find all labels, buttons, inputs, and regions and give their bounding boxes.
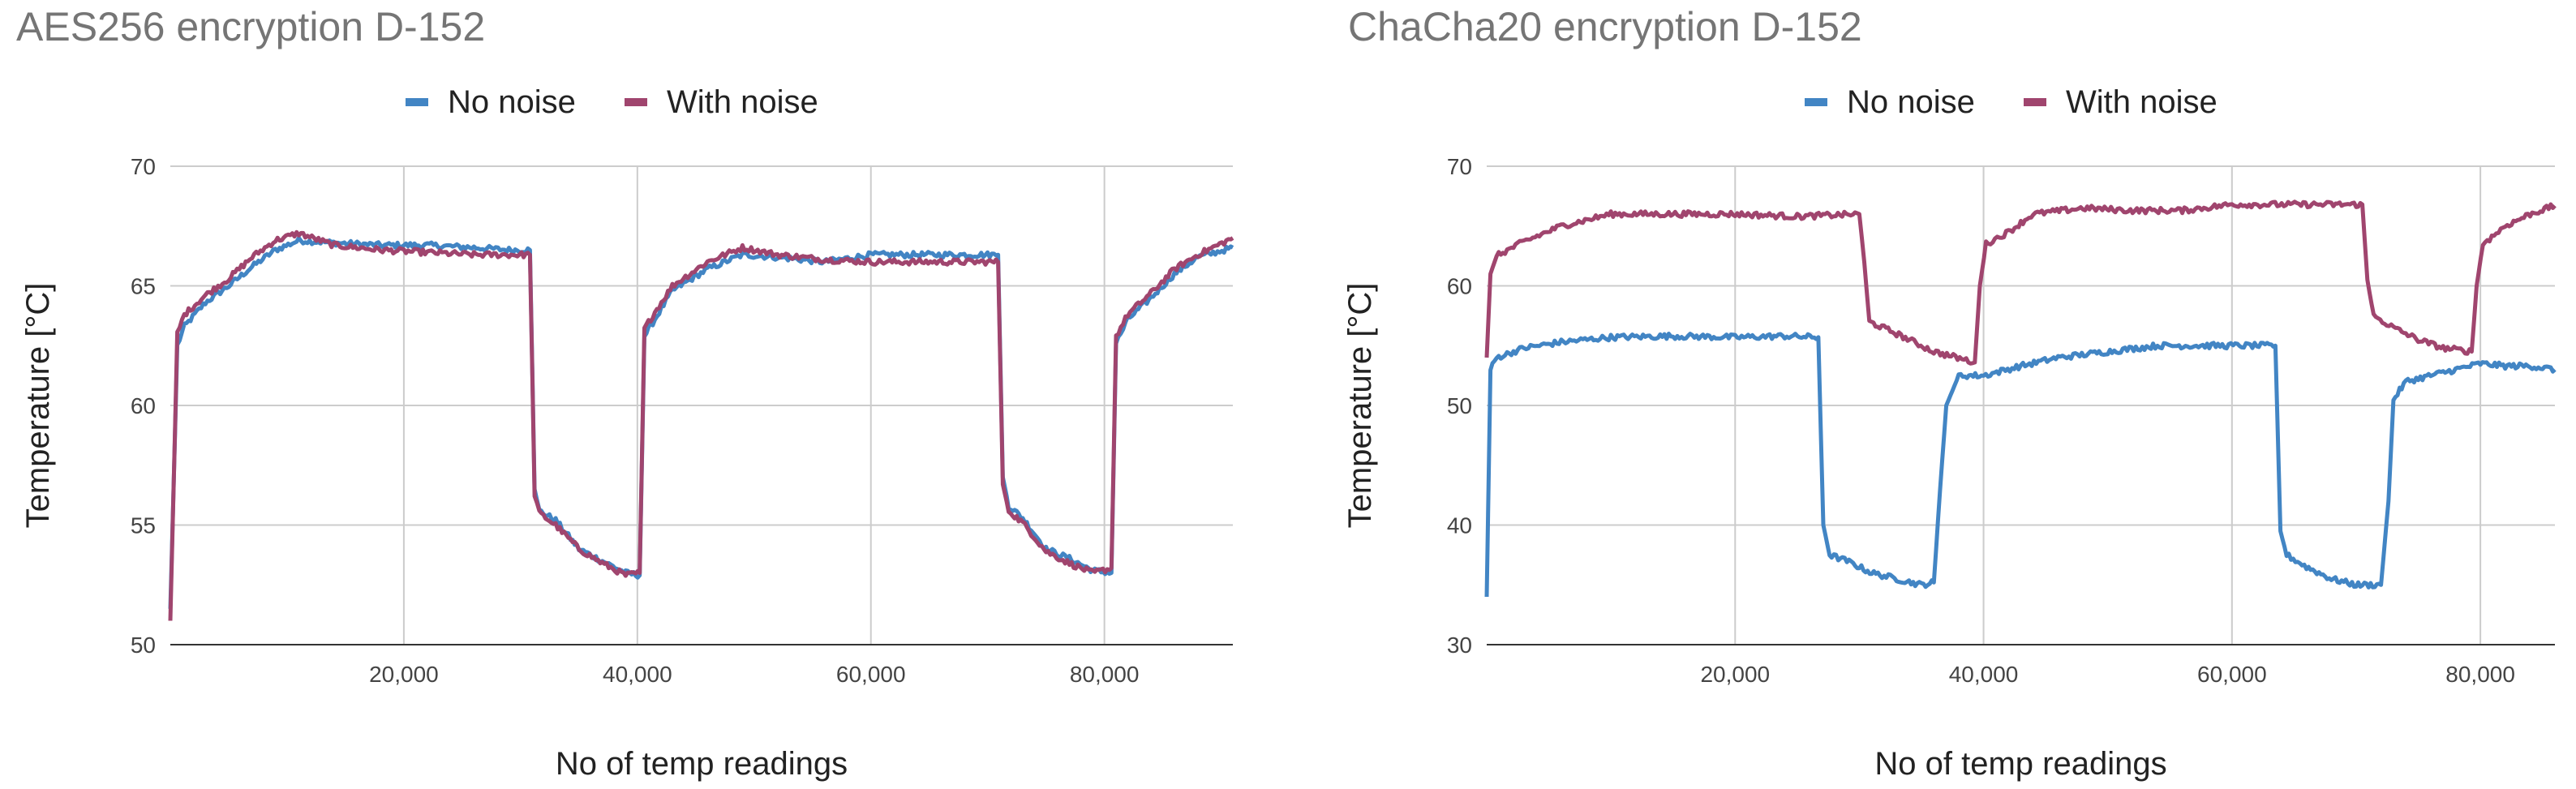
chacha20-chart: ChaCha20 encryption D-152 No noise With no… bbox=[1342, 4, 2557, 782]
x-tick-label: 20,000 bbox=[1700, 662, 1770, 687]
chart-title: ChaCha20 encryption D-152 bbox=[1348, 4, 1862, 49]
legend-label: No noise bbox=[448, 84, 576, 120]
y-tick-label: 55 bbox=[131, 513, 156, 538]
y-tick-label: 30 bbox=[1447, 632, 1472, 658]
y-axis-title: Temperature [°C] bbox=[1342, 283, 1378, 529]
chart-title: AES256 encryption D-152 bbox=[16, 4, 485, 49]
y-tick-label: 60 bbox=[1447, 274, 1472, 299]
x-tick-label: 60,000 bbox=[836, 662, 906, 687]
legend: No noise With noise bbox=[1805, 84, 2218, 120]
series-line-with-noise bbox=[1484, 199, 2557, 366]
series-line-with-noise bbox=[168, 229, 1234, 621]
x-axis-title: No of temp readings bbox=[1874, 746, 2166, 782]
legend-label: With noise bbox=[667, 84, 818, 120]
y-tick-label: 60 bbox=[131, 393, 156, 418]
aes256-chart: AES256 encryption D-152 No noise With nois… bbox=[16, 4, 1234, 782]
x-axis-title: No of temp readings bbox=[556, 746, 848, 782]
y-tick-label: 50 bbox=[1447, 393, 1472, 418]
x-tick-label: 40,000 bbox=[1949, 662, 2019, 687]
y-tick-label: 50 bbox=[131, 632, 156, 658]
x-tick-label: 40,000 bbox=[603, 662, 672, 687]
y-axis-title: Temperature [°C] bbox=[20, 283, 56, 529]
legend: No noise With noise bbox=[406, 84, 818, 120]
series-line-no-noise bbox=[1484, 332, 2557, 598]
x-tick-label: 20,000 bbox=[369, 662, 439, 687]
x-tick-label: 80,000 bbox=[2445, 662, 2515, 687]
x-tick-label: 60,000 bbox=[2197, 662, 2267, 687]
x-tick-label: 80,000 bbox=[1070, 662, 1140, 687]
series-line-no-noise bbox=[168, 235, 1234, 609]
legend-label: With noise bbox=[2066, 84, 2218, 120]
y-tick-label: 40 bbox=[1447, 513, 1472, 538]
legend-label: No noise bbox=[1847, 84, 1975, 120]
y-tick-label: 65 bbox=[131, 274, 156, 299]
y-tick-label: 70 bbox=[131, 154, 156, 179]
y-tick-label: 70 bbox=[1447, 154, 1472, 179]
